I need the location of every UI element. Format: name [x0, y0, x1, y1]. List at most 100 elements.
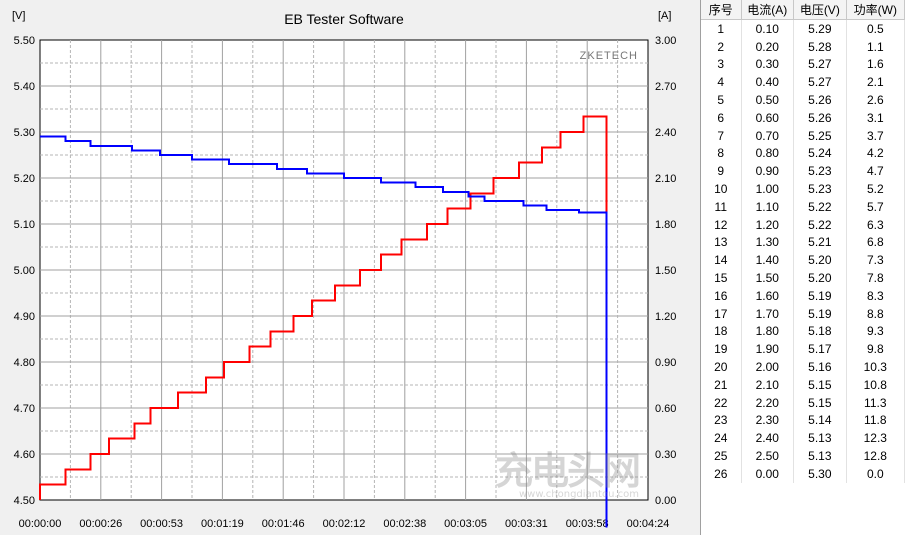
table-row[interactable]: 13 1.30 5.21 6.8 — [701, 233, 906, 252]
site-watermark-sub: www.chongdiantou.com — [519, 489, 639, 500]
cell-power: 9.8 — [846, 340, 906, 359]
left-axis-unit: [V] — [12, 10, 25, 22]
cell-index: 14 — [701, 251, 742, 270]
cell-power: 0.0 — [846, 464, 906, 483]
cell-current: 2.40 — [741, 429, 795, 448]
cell-voltage: 5.21 — [793, 233, 847, 252]
col-header-current[interactable]: 电流(A) — [741, 0, 795, 20]
left-tick-label: 4.90 — [14, 311, 35, 323]
table-row[interactable]: 15 1.50 5.20 7.8 — [701, 269, 906, 287]
cell-power: 5.7 — [846, 197, 906, 216]
cell-current: 0.90 — [741, 162, 795, 181]
cell-index: 13 — [701, 233, 742, 252]
data-table: 序号 电流(A) 电压(V) 功率(W) 1 0.10 5.29 0.5 2 0.20 5.… — [701, 0, 906, 483]
cell-index: 5 — [701, 91, 742, 109]
cell-voltage: 5.22 — [793, 215, 847, 234]
cell-current: 2.10 — [741, 375, 795, 394]
cell-voltage: 5.20 — [793, 269, 847, 287]
table-row[interactable]: 7 0.70 5.25 3.7 — [701, 126, 906, 145]
cell-power: 12.8 — [846, 447, 906, 465]
cell-current: 2.30 — [741, 411, 795, 430]
table-row[interactable]: 11 1.10 5.22 5.7 — [701, 197, 906, 216]
table-row[interactable]: 4 0.40 5.27 2.1 — [701, 73, 906, 92]
col-header-index[interactable]: 序号 — [701, 0, 742, 20]
table-row[interactable]: 16 1.60 5.19 8.3 — [701, 286, 906, 305]
cell-voltage: 5.15 — [793, 375, 847, 394]
cell-index: 19 — [701, 340, 742, 359]
cell-current: 0.30 — [741, 55, 795, 74]
cell-power: 2.1 — [846, 73, 906, 92]
table-row[interactable]: 3 0.30 5.27 1.6 — [701, 55, 906, 74]
cell-power: 8.3 — [846, 286, 906, 305]
cell-current: 1.30 — [741, 233, 795, 252]
x-tick-label: 00:00:26 — [79, 518, 122, 530]
right-tick-label: 2.70 — [655, 81, 676, 93]
left-tick-label: 4.60 — [14, 449, 35, 461]
table-row[interactable]: 18 1.80 5.18 9.3 — [701, 322, 906, 341]
cell-power: 4.2 — [846, 144, 906, 163]
cell-voltage: 5.22 — [793, 197, 847, 216]
cell-index: 20 — [701, 358, 742, 376]
table-row[interactable]: 6 0.60 5.26 3.1 — [701, 108, 906, 127]
cell-power: 11.3 — [846, 393, 906, 412]
cell-index: 7 — [701, 126, 742, 145]
site-watermark: 充电头网 www.chongdiantou.com — [495, 440, 645, 500]
table-row[interactable]: 20 2.00 5.16 10.3 — [701, 358, 906, 376]
cell-index: 15 — [701, 269, 742, 287]
col-header-voltage[interactable]: 电压(V) — [793, 0, 847, 20]
table-row[interactable]: 8 0.80 5.24 4.2 — [701, 144, 906, 163]
table-row[interactable]: 23 2.30 5.14 11.8 — [701, 411, 906, 430]
table-row[interactable]: 12 1.20 5.22 6.3 — [701, 215, 906, 234]
cell-current: 0.50 — [741, 91, 795, 109]
table-row[interactable]: 25 2.50 5.13 12.8 — [701, 447, 906, 465]
cell-power: 6.3 — [846, 215, 906, 234]
chart-svg: EB Tester Software [V] [A] ZKETECH 5.50 5.40 5… — [12, 10, 676, 530]
cell-power: 3.7 — [846, 126, 906, 145]
left-tick-label: 5.20 — [14, 173, 35, 185]
site-watermark-main: 充电头网 — [495, 449, 641, 493]
cell-index: 17 — [701, 304, 742, 323]
table-row[interactable]: 21 2.10 5.15 10.8 — [701, 375, 906, 394]
cell-index: 9 — [701, 162, 742, 181]
table-row[interactable]: 19 1.90 5.17 9.8 — [701, 340, 906, 359]
cell-index: 11 — [701, 197, 742, 216]
cell-voltage: 5.16 — [793, 358, 847, 376]
table-row[interactable]: 2 0.20 5.28 1.1 — [701, 37, 906, 56]
table-row[interactable]: 9 0.90 5.23 4.7 — [701, 162, 906, 181]
right-axis-unit: [A] — [658, 10, 671, 22]
cell-power: 1.1 — [846, 37, 906, 56]
cell-index: 26 — [701, 464, 742, 483]
cell-power: 6.8 — [846, 233, 906, 252]
right-tick-label: 0.90 — [655, 357, 676, 369]
table-row[interactable]: 10 1.00 5.23 5.2 — [701, 180, 906, 198]
col-header-power[interactable]: 功率(W) — [846, 0, 906, 20]
x-tick-label: 00:00:53 — [140, 518, 183, 530]
table-row[interactable]: 24 2.40 5.13 12.3 — [701, 429, 906, 448]
right-tick-label: 2.40 — [655, 127, 676, 139]
cell-current: 0.70 — [741, 126, 795, 145]
table-row[interactable]: 26 0.00 5.30 0.0 — [701, 464, 906, 483]
cell-voltage: 5.25 — [793, 126, 847, 145]
cell-voltage: 5.18 — [793, 322, 847, 341]
cell-index: 24 — [701, 429, 742, 448]
left-tick-label: 5.00 — [14, 265, 35, 277]
right-tick-label: 1.50 — [655, 265, 676, 277]
table-row[interactable]: 22 2.20 5.15 11.3 — [701, 393, 906, 412]
cell-index: 6 — [701, 108, 742, 127]
table-row[interactable]: 14 1.40 5.20 7.3 — [701, 251, 906, 270]
table-row[interactable]: 17 1.70 5.19 8.8 — [701, 304, 906, 323]
cell-current: 1.70 — [741, 304, 795, 323]
table-row[interactable]: 1 0.10 5.29 0.5 — [701, 19, 906, 38]
cell-current: 1.00 — [741, 180, 795, 198]
cell-power: 0.5 — [846, 19, 906, 38]
cell-power: 7.8 — [846, 269, 906, 287]
cell-voltage: 5.17 — [793, 340, 847, 359]
cell-voltage: 5.14 — [793, 411, 847, 430]
series-line-voltage — [40, 135, 608, 528]
right-tick-label: 0.00 — [655, 495, 676, 507]
cell-index: 16 — [701, 286, 742, 305]
cell-voltage: 5.15 — [793, 393, 847, 412]
table-row[interactable]: 5 0.50 5.26 2.6 — [701, 91, 906, 109]
x-tick-label: 00:03:05 — [444, 518, 487, 530]
cell-voltage: 5.23 — [793, 180, 847, 198]
